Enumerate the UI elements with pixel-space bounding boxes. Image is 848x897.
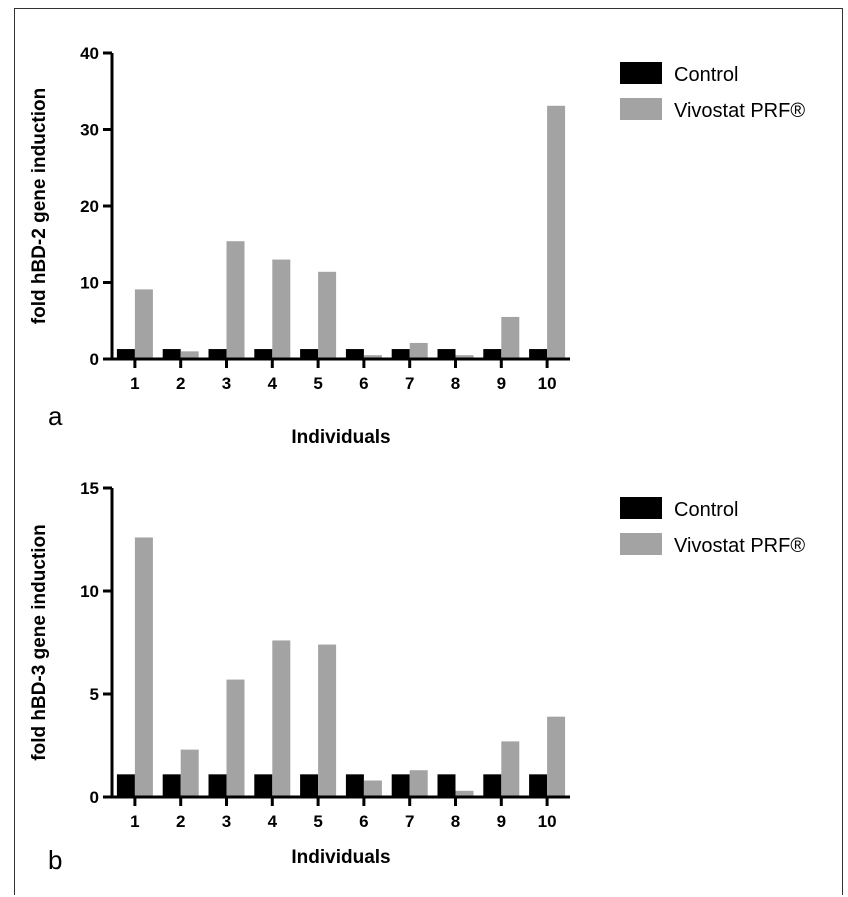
y-tick-label: 10	[80, 582, 99, 601]
bar-control-1	[116, 774, 135, 797]
bar-control-2	[162, 349, 181, 359]
bar-control-3	[208, 349, 227, 359]
x-tick-label: 5	[313, 812, 322, 831]
x-tick-label: 7	[405, 374, 414, 393]
x-tick-label: 1	[130, 374, 139, 393]
x-axis-title: Individuals	[291, 847, 390, 868]
y-tick-label: 0	[90, 788, 99, 807]
y-axis-title: fold hBD-2 gene induction	[29, 88, 50, 324]
bar-control-8	[437, 774, 456, 797]
chart-panel-b: 0 5 10 15 1 2 3 4 5 6 7 8 9 10 Individuals fold hBD-3 g…	[29, 479, 805, 875]
bar-vivostat-10	[547, 716, 566, 797]
x-axis-title: Individuals	[291, 427, 390, 448]
bar-control-7	[391, 349, 410, 359]
bar-control-9	[483, 349, 502, 359]
bar-vivostat-4	[272, 259, 291, 359]
x-tick-label: 4	[268, 374, 278, 393]
y-axis-title: fold hBD-3 gene induction	[29, 524, 50, 760]
panel-label: a	[48, 401, 63, 431]
legend-label-vivostat: Vivostat PRF®	[674, 100, 805, 122]
bar-control-9	[483, 774, 502, 797]
figure-frame	[14, 8, 843, 895]
bar-vivostat-6	[363, 355, 382, 359]
legend-label-vivostat: Vivostat PRF®	[674, 535, 805, 557]
legend-swatch-vivostat	[620, 533, 662, 555]
x-tick-label: 9	[497, 812, 506, 831]
y-tick-label: 30	[80, 121, 99, 140]
bar-control-5	[300, 349, 319, 359]
bar-vivostat-5	[318, 644, 337, 797]
x-tick-label: 10	[538, 374, 557, 393]
x-tick-label: 3	[222, 812, 231, 831]
x-tick-label: 2	[176, 812, 185, 831]
y-tick-label: 40	[80, 44, 99, 63]
x-tick-label: 7	[405, 812, 414, 831]
bar-control-1	[116, 349, 135, 359]
x-tick-label: 9	[497, 374, 506, 393]
y-tick-label: 10	[80, 274, 99, 293]
y-tick-label: 5	[90, 685, 99, 704]
x-tick-label: 1	[130, 812, 139, 831]
x-tick-label: 6	[359, 374, 368, 393]
x-tick-label: 10	[538, 812, 557, 831]
bar-control-10	[529, 774, 548, 797]
bar-vivostat-1	[134, 289, 153, 359]
bar-control-4	[254, 349, 273, 359]
bar-vivostat-1	[134, 537, 153, 797]
bar-control-4	[254, 774, 273, 797]
y-tick-label: 20	[80, 197, 99, 216]
bar-control-3	[208, 774, 227, 797]
legend-label-control: Control	[674, 64, 738, 86]
bar-vivostat-10	[547, 105, 566, 359]
x-tick-label: 3	[222, 374, 231, 393]
legend-swatch-control	[620, 497, 662, 519]
bar-control-2	[162, 774, 181, 797]
bar-vivostat-3	[226, 679, 245, 797]
bar-control-7	[391, 774, 410, 797]
bar-vivostat-8	[455, 355, 474, 359]
bar-vivostat-7	[409, 342, 428, 359]
x-tick-label: 8	[451, 374, 460, 393]
bar-vivostat-9	[501, 316, 520, 359]
legend-label-control: Control	[674, 499, 738, 521]
legend-swatch-control	[620, 62, 662, 84]
bar-vivostat-2	[180, 749, 199, 797]
bar-control-6	[345, 349, 364, 359]
bar-control-8	[437, 349, 456, 359]
bar-control-6	[345, 774, 364, 797]
bar-vivostat-6	[363, 780, 382, 797]
bar-control-5	[300, 774, 319, 797]
bar-vivostat-9	[501, 741, 520, 797]
bar-vivostat-8	[455, 790, 474, 797]
x-tick-label: 5	[313, 374, 322, 393]
x-tick-label: 2	[176, 374, 185, 393]
panel-label: b	[48, 845, 62, 875]
bar-vivostat-5	[318, 271, 337, 359]
legend-swatch-vivostat	[620, 98, 662, 120]
y-tick-label: 0	[90, 350, 99, 369]
x-tick-label: 8	[451, 812, 460, 831]
x-tick-label: 4	[268, 812, 278, 831]
bar-vivostat-3	[226, 241, 245, 359]
chart-panel-a: 0 10 20 30 40 1 2 3 4 5 6 7 8 9 10 Individuals fold hBD-…	[29, 44, 805, 448]
bar-vivostat-4	[272, 640, 291, 797]
bar-vivostat-2	[180, 351, 199, 359]
bar-control-10	[529, 349, 548, 359]
bar-vivostat-7	[409, 770, 428, 797]
y-tick-label: 15	[80, 479, 99, 498]
x-tick-label: 6	[359, 812, 368, 831]
